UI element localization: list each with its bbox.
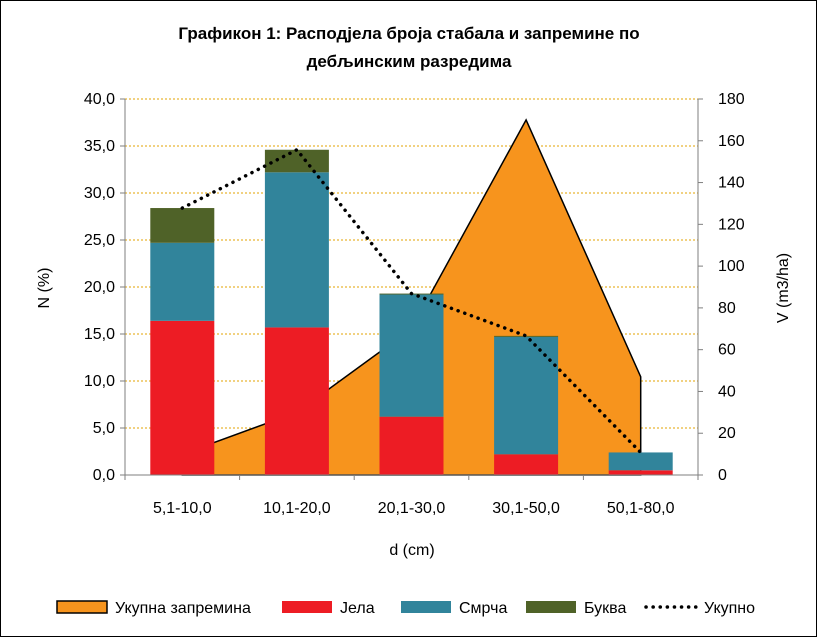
bar-segment [264, 172, 329, 328]
x-tick-label: 5,1-10,0 [153, 500, 212, 517]
y2-tick-label: 0 [718, 467, 727, 484]
y-tick-label: 10,0 [84, 373, 115, 390]
legend: Укупна запремина Јела Смрча Буква Укупно [56, 600, 755, 617]
bar-segment [150, 242, 215, 321]
y2-tick-label: 120 [718, 216, 745, 233]
y-tick-label: 0,0 [93, 467, 115, 484]
y2-tick-label: 40 [718, 383, 736, 400]
y-tick-label: 15,0 [84, 326, 115, 343]
x-tick-label: 20,1-30,0 [378, 500, 446, 517]
total-line-path [180, 147, 643, 455]
chart-title-line2: дебљинским разредима [307, 52, 512, 71]
legend-swatch [526, 601, 576, 613]
y-axis-label: N (%) [36, 268, 53, 309]
y2-tick-label: 160 [718, 133, 745, 150]
y2-axis-label: V (m3/ha) [775, 253, 792, 323]
legend-label: Јела [340, 600, 375, 617]
bar-segment [264, 327, 329, 475]
bar-segment [150, 320, 215, 475]
chart-title-line1: Графикон 1: Расподјела броја стабала и з… [178, 24, 639, 43]
bar-segment [150, 208, 215, 243]
y2-tick-label: 180 [718, 91, 745, 108]
legend-label: Укупна запремина [115, 600, 251, 617]
x-axis-ticks: 5,1-10,0 10,1-20,0 20,1-30,0 30,1-50,0 50,1-… [124, 475, 699, 517]
bar-segment [494, 454, 559, 475]
x-tick-label: 30,1-50,0 [492, 500, 560, 517]
y2-tick-label: 20 [718, 425, 736, 442]
bars [150, 149, 673, 475]
y-tick-label: 25,0 [84, 232, 115, 249]
legend-swatch [282, 601, 332, 613]
y-tick-label: 20,0 [84, 279, 115, 296]
y-axis-ticks: 0,0 5,0 10,0 15,0 20,0 25,0 30,0 35,0 40,0 [84, 91, 125, 484]
y-tick-label: 5,0 [93, 420, 115, 437]
bar-segment [379, 416, 444, 475]
legend-swatch [56, 600, 108, 614]
y-tick-label: 40,0 [84, 91, 115, 108]
x-tick-label: 10,1-20,0 [263, 500, 331, 517]
total-line [180, 147, 643, 455]
bar-segment [608, 470, 673, 475]
y-tick-label: 35,0 [84, 138, 115, 155]
legend-label: Смрча [459, 600, 507, 617]
y2-tick-label: 80 [718, 300, 736, 317]
bar-segment [264, 149, 329, 173]
x-tick-label: 50,1-80,0 [607, 500, 675, 517]
y2-tick-label: 60 [718, 342, 736, 359]
bar-segment [494, 336, 559, 455]
y2-tick-label: 140 [718, 175, 745, 192]
bar-segment [379, 294, 444, 417]
x-axis-label: d (cm) [389, 542, 434, 559]
legend-label: Укупно [704, 600, 755, 617]
bar-segment [608, 452, 673, 471]
legend-label: Буква [584, 600, 626, 617]
legend-swatch [401, 601, 451, 613]
y2-tick-label: 100 [718, 258, 745, 275]
y2-axis-ticks: 0 20 40 60 80 100 120 140 160 180 [698, 91, 745, 484]
y-tick-label: 30,0 [84, 185, 115, 202]
